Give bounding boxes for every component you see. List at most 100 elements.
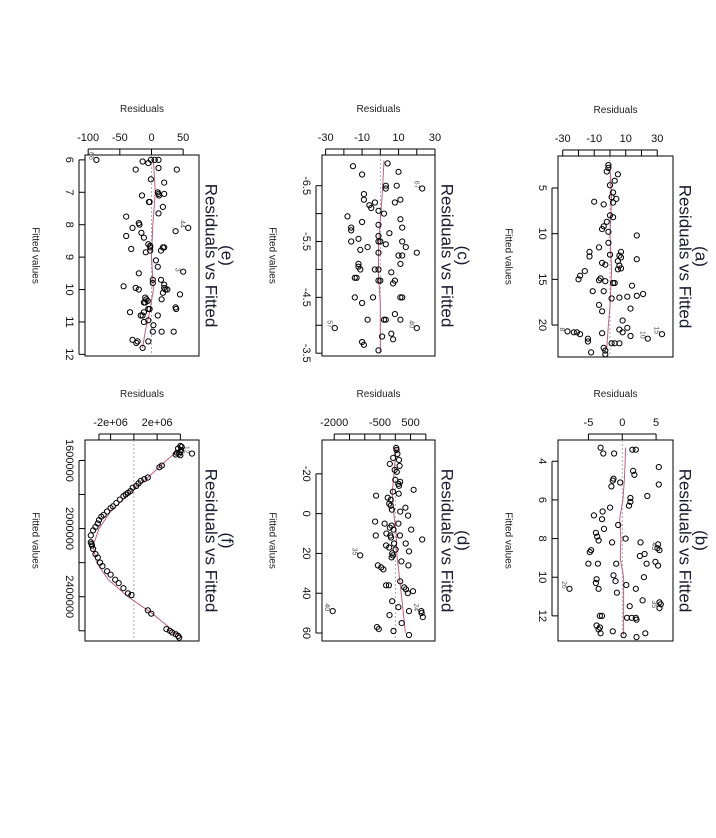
- outlier-point: [185, 224, 192, 231]
- data-point: [397, 260, 404, 267]
- data-point: [88, 542, 96, 549]
- data-point: [606, 251, 614, 258]
- data-point: [154, 312, 161, 319]
- outlier-label: 24: [412, 603, 419, 611]
- outlier-label: 57: [325, 320, 332, 328]
- data-point: [395, 490, 402, 497]
- fitted-tick-label: 12: [63, 348, 75, 360]
- data-point: [142, 299, 149, 306]
- data-point: [112, 576, 119, 583]
- data-point: [602, 351, 609, 358]
- data-point: [610, 214, 617, 221]
- data-point: [159, 203, 166, 210]
- fitted-tick-label: 11: [63, 316, 75, 327]
- data-point: [405, 608, 413, 615]
- data-point: [397, 216, 404, 223]
- data-point: [627, 332, 634, 340]
- data-point: [410, 486, 417, 493]
- resid-tick-label: -50: [112, 132, 128, 144]
- data-point: [639, 597, 646, 604]
- data-point: [611, 340, 618, 347]
- data-point: [135, 286, 142, 293]
- data-point: [586, 549, 593, 556]
- data-point: [419, 536, 426, 543]
- data-point: [397, 316, 404, 323]
- data-point: [107, 505, 114, 512]
- data-point: [613, 195, 620, 202]
- data-point: [123, 213, 130, 220]
- data-point: [149, 276, 156, 283]
- data-point: [177, 452, 184, 459]
- resid-tick-label: 5: [653, 417, 659, 429]
- plot-frame: [84, 154, 200, 357]
- data-point: [620, 632, 627, 639]
- data-point: [382, 185, 389, 192]
- data-point: [632, 585, 639, 592]
- residuals-axis-title: Residuals: [120, 104, 164, 115]
- data-point: [170, 328, 177, 335]
- data-point: [176, 634, 183, 641]
- data-point: [599, 226, 606, 233]
- data-point: [391, 311, 398, 318]
- data-point: [148, 610, 155, 617]
- data-point: [581, 268, 588, 275]
- data-point: [136, 221, 143, 228]
- fitted-axis-title: Fitted values: [503, 228, 514, 285]
- fitted-tick-label: 7: [63, 189, 75, 195]
- panel-f: -2e+06 2e+06 1600000 2000000 2400000 Residual…: [30, 389, 237, 642]
- resid-tick-label: 500: [401, 417, 419, 429]
- resid-tick-label: -100: [77, 132, 99, 144]
- data-point: [386, 544, 393, 551]
- resid-tick-label: -30: [318, 132, 334, 144]
- data-point: [640, 290, 647, 298]
- data-point: [655, 541, 662, 548]
- fitted-tick-label: 6: [63, 157, 75, 163]
- fitted-tick-label: 40: [300, 587, 312, 599]
- data-point: [94, 554, 101, 561]
- data-point: [375, 626, 382, 633]
- data-point: [360, 191, 367, 198]
- data-point: [609, 628, 616, 635]
- data-point: [575, 276, 582, 283]
- data-point: [368, 204, 375, 212]
- panel-title: (f): [218, 532, 237, 548]
- data-point: [348, 224, 355, 231]
- data-point: [608, 295, 615, 302]
- outlier-label: 15: [652, 326, 659, 334]
- data-point: [609, 477, 616, 484]
- outlier-point: [357, 552, 364, 559]
- data-point: [116, 496, 124, 503]
- data-point: [586, 248, 593, 255]
- fitted-tick-label: 4: [536, 458, 548, 464]
- data-point: [395, 520, 402, 527]
- data-point: [120, 585, 127, 592]
- residuals-axis-title: Residuals: [120, 389, 164, 400]
- fitted-tick-label: 10: [536, 228, 548, 240]
- outlier-point: [419, 185, 426, 192]
- panel-subtitle: Residuals vs Fitted: [676, 185, 695, 329]
- data-point: [377, 277, 384, 284]
- data-point: [149, 280, 156, 287]
- outlier-point: [566, 585, 573, 592]
- data-point: [611, 450, 618, 457]
- data-point: [629, 446, 636, 453]
- fitted-tick-label: 0: [300, 511, 312, 517]
- data-point: [405, 631, 413, 639]
- data-point: [399, 294, 406, 301]
- data-point: [627, 305, 634, 312]
- data-point: [123, 232, 130, 240]
- data-point: [147, 156, 154, 163]
- outlier-label: 26: [560, 581, 567, 589]
- data-point: [599, 330, 606, 337]
- data-point: [633, 232, 640, 239]
- data-point: [624, 293, 631, 300]
- fitted-axis-title: Fitted values: [503, 512, 514, 569]
- data-point: [640, 574, 648, 581]
- panel-subtitle: Residuals vs Fitted: [202, 469, 221, 613]
- data-point: [172, 228, 179, 235]
- data-point: [391, 540, 398, 547]
- residuals-axis-title: Residuals: [594, 105, 638, 116]
- outlier-label: 40: [407, 320, 414, 328]
- data-point: [150, 322, 157, 329]
- data-point: [657, 601, 664, 608]
